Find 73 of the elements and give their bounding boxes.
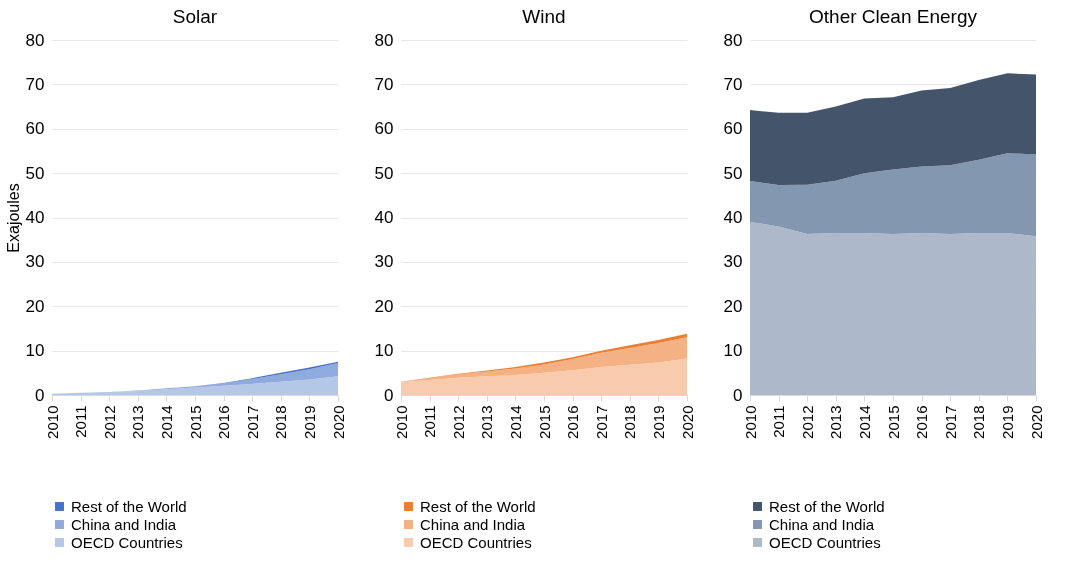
y-tick-label: 40	[374, 208, 394, 227]
x-tick-label: 2013	[478, 405, 496, 439]
y-tick-label: 80	[25, 30, 45, 50]
x-tick-label: 2020	[329, 405, 347, 439]
y-tick-label: 20	[723, 296, 743, 316]
x-tick-label: 2019	[300, 405, 318, 439]
chart-title: Wind	[522, 6, 566, 27]
legend-label: Rest of the World	[420, 497, 536, 515]
x-tick-label: 2015	[186, 405, 204, 439]
legend-label: OECD Countries	[420, 533, 532, 551]
y-tick-label: 20	[25, 296, 45, 316]
legend-label: OECD Countries	[769, 533, 881, 551]
y-tick-label: 0	[384, 385, 394, 405]
y-tick-label: 80	[723, 30, 743, 50]
y-tick-label: 50	[374, 163, 394, 183]
y-tick-label: 70	[25, 74, 45, 94]
y-tick-label: 70	[374, 74, 394, 94]
y-tick-label: 70	[723, 74, 743, 94]
chart-title: Solar	[172, 6, 218, 27]
legend-label: China and India	[420, 515, 526, 533]
x-tick-label: 2010	[741, 405, 759, 439]
x-tick-label: 2012	[100, 405, 118, 439]
chart-title: Other Clean Energy	[809, 6, 978, 27]
y-tick-label: 0	[35, 385, 45, 405]
legend-label: OECD Countries	[71, 533, 183, 551]
x-tick-label: 2018	[272, 405, 290, 439]
x-tick-label: 2016	[215, 405, 233, 439]
x-tick-label: 2012	[449, 405, 467, 439]
x-tick-label: 2015	[535, 405, 553, 439]
x-tick-label: 2014	[506, 405, 524, 439]
legend-label: Rest of the World	[769, 497, 885, 515]
x-tick-label: 2015	[884, 405, 902, 439]
y-tick-label: 10	[374, 341, 394, 361]
x-tick-label: 2010	[392, 405, 410, 439]
x-tick-label: 2020	[678, 405, 696, 439]
x-tick-label: 2016	[564, 405, 582, 439]
y-tick-label: 10	[25, 341, 45, 361]
y-tick-label: 60	[374, 119, 394, 139]
y-tick-label: 30	[25, 252, 45, 272]
y-tick-label: 30	[374, 252, 394, 272]
x-tick-label: 2010	[43, 405, 61, 439]
y-tick-label: 50	[723, 163, 743, 183]
x-tick-label: 2016	[913, 405, 931, 439]
legend-label: Rest of the World	[71, 497, 187, 515]
x-tick-label: 2013	[129, 405, 147, 439]
x-tick-label: 2014	[157, 405, 175, 439]
x-tick-label: 2019	[998, 405, 1016, 439]
x-tick-label: 2012	[798, 405, 816, 439]
y-tick-label: 40	[25, 208, 45, 227]
y-tick-label: 0	[733, 385, 743, 405]
y-tick-label: 30	[723, 252, 743, 272]
x-tick-label: 2011	[72, 405, 90, 438]
x-tick-label: 2013	[827, 405, 845, 439]
x-tick-label: 2014	[855, 405, 873, 439]
x-tick-label: 2019	[649, 405, 667, 439]
x-tick-label: 2018	[970, 405, 988, 439]
y-tick-label: 10	[723, 341, 743, 361]
y-axis-title: Exajoules	[4, 183, 22, 253]
legend-label: China and India	[71, 515, 177, 533]
y-tick-label: 60	[723, 119, 743, 139]
y-tick-label: 40	[723, 208, 743, 227]
x-tick-label: 2017	[941, 405, 959, 439]
y-tick-label: 20	[374, 296, 394, 316]
y-tick-label: 80	[374, 30, 394, 50]
y-tick-label: 60	[25, 119, 45, 139]
legend-label: China and India	[769, 515, 875, 533]
x-tick-label: 2017	[243, 405, 261, 439]
x-tick-label: 2018	[621, 405, 639, 439]
x-tick-label: 2020	[1027, 405, 1045, 439]
x-tick-label: 2017	[592, 405, 610, 439]
x-tick-label: 2011	[770, 405, 788, 438]
y-tick-label: 50	[25, 163, 45, 183]
x-tick-label: 2011	[421, 405, 439, 438]
